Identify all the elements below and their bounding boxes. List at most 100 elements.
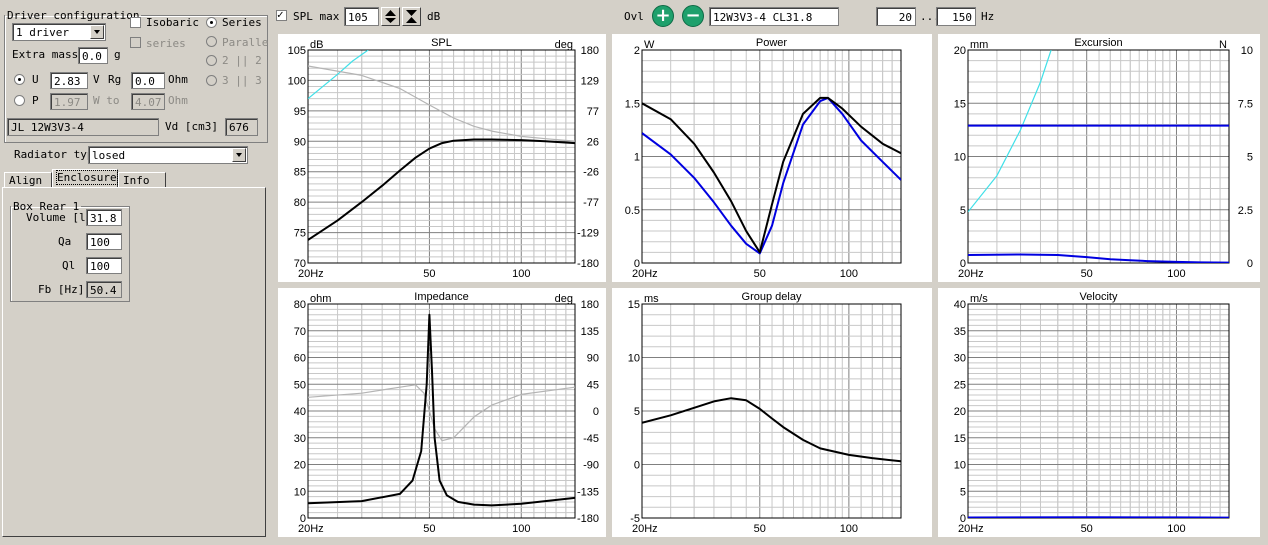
- spl-unit-left: dB: [310, 39, 323, 51]
- extra-mass-unit: g: [114, 48, 121, 61]
- spl-y2tick: 77: [587, 106, 599, 118]
- spl-series-1: [308, 50, 369, 100]
- tab-enclosure-label: Enclosure: [56, 170, 118, 185]
- impedance-chart: Impedance ohm deg 80 70 60 50 40 30 20 10 0 180 135 90…: [278, 288, 606, 537]
- ql-input[interactable]: 100: [86, 257, 122, 274]
- chevron-down-icon[interactable]: [232, 148, 246, 162]
- plot-frame: [307, 49, 576, 264]
- group_delay-ytick: 10: [628, 353, 640, 365]
- spl-ytick: 90: [294, 136, 306, 148]
- parallel-radio-label: Paralle: [222, 36, 269, 49]
- spl-y2tick: 26: [587, 136, 599, 148]
- spl-chart: SPL dB deg 105 100 95 90 85 80 75 70 180 129 77 26 -26 -…: [278, 34, 606, 282]
- driver-count-select[interactable]: 1 driver: [12, 23, 106, 41]
- power-unit-left: W: [644, 39, 655, 51]
- velocity-xtick: 50: [1081, 523, 1093, 535]
- voltage-radio[interactable]: [14, 74, 25, 85]
- up-down-arrow-icon: [385, 10, 396, 23]
- impedance-title: Impedance: [414, 291, 468, 303]
- group_delay-series-0: [642, 397, 901, 463]
- volume-input[interactable]: 31.8: [86, 209, 122, 226]
- plot-frame: [967, 49, 1230, 264]
- excursion-y2tick: 0: [1247, 258, 1253, 270]
- config-2-2-radio[interactable]: [206, 55, 217, 66]
- box-rear-group: Box Rear 1: [10, 200, 130, 302]
- rg-input[interactable]: 0.0: [131, 72, 165, 89]
- driver-config-legend: Driver configuration: [7, 9, 140, 22]
- db-unit-label: dB: [427, 10, 441, 23]
- voltage-input[interactable]: 2.83: [50, 72, 88, 89]
- left-panel: Driver configuration 1 driver Isobaric S…: [0, 0, 268, 540]
- tab-align-label: Align: [9, 174, 43, 187]
- freq-to-input[interactable]: 150: [936, 7, 976, 26]
- excursion-series-2: [968, 253, 1229, 263]
- impedance-y2tick: 90: [587, 353, 599, 365]
- extra-mass-input[interactable]: 0.0: [78, 47, 108, 64]
- tab-align[interactable]: Align: [4, 172, 52, 188]
- remove-overlay-button[interactable]: −: [682, 5, 704, 27]
- tab-enclosure[interactable]: Enclosure: [52, 169, 118, 188]
- spl-max-spinner[interactable]: [381, 7, 400, 26]
- ovl-label: Ovl: [624, 10, 644, 23]
- spl-max-checkbox[interactable]: [276, 8, 287, 21]
- spl-y2tick: 129: [581, 75, 599, 87]
- fb-label: Fb [Hz]: [38, 283, 85, 296]
- spl-ytick: 75: [294, 228, 306, 240]
- freq-from-input[interactable]: 20: [876, 7, 916, 26]
- power-radio[interactable]: [14, 95, 25, 106]
- power-ohm-input[interactable]: 4.07: [131, 93, 165, 110]
- config-3-3-radio[interactable]: [206, 75, 217, 86]
- excursion-y2tick: 7.5: [1238, 98, 1253, 110]
- series-checkbox[interactable]: [130, 37, 141, 48]
- spl-ytick: 70: [294, 258, 306, 270]
- impedance-y2tick: 135: [581, 326, 599, 338]
- voltage-label: U: [32, 73, 39, 86]
- group_delay-ytick: 5: [634, 406, 640, 418]
- impedance-ytick: 60: [294, 353, 306, 365]
- excursion-unit-left: mm: [970, 39, 988, 51]
- excursion-y2tick: 2.5: [1238, 205, 1253, 217]
- impedance-ytick: 30: [294, 433, 306, 445]
- add-overlay-button[interactable]: +: [652, 5, 674, 27]
- radiator-type-value: losed: [92, 149, 126, 162]
- spl-max-reset-button[interactable]: [402, 7, 421, 26]
- impedance-y2tick: 0: [593, 406, 599, 418]
- power-label: P: [32, 94, 39, 107]
- parallel-radio[interactable]: [206, 36, 217, 47]
- hz-unit-label: Hz: [981, 10, 995, 23]
- group_delay-xtick: 20Hz: [632, 523, 658, 535]
- isobaric-checkbox[interactable]: [130, 17, 141, 28]
- qa-input[interactable]: 100: [86, 233, 122, 250]
- group_delay-unit-left: ms: [644, 293, 659, 305]
- spl-max-label: SPL max: [293, 10, 340, 23]
- impedance-y2tick: 45: [587, 379, 599, 391]
- spl-ytick: 100: [288, 75, 306, 87]
- driver-count-value: 1 driver: [16, 26, 69, 39]
- isobaric-label: Isobaric: [146, 16, 199, 29]
- design-name-input[interactable]: 12W3V3-4 CL31.8: [709, 7, 839, 26]
- power-ytick: 0.5: [625, 205, 640, 217]
- power-xtick: 100: [840, 268, 858, 280]
- plot-frame: [641, 49, 902, 264]
- grid: [967, 303, 1230, 519]
- radiator-type-select[interactable]: losed: [88, 146, 248, 164]
- power-ytick: 0: [634, 258, 640, 270]
- spl-series-2: [308, 65, 575, 142]
- power-input[interactable]: 1.97: [50, 93, 88, 110]
- excursion-ytick: 0: [960, 258, 966, 270]
- spl-max-input[interactable]: 105: [344, 7, 379, 26]
- group_delay-xtick: 50: [754, 523, 766, 535]
- velocity-xtick: 20Hz: [958, 523, 984, 535]
- chevron-down-icon[interactable]: [90, 25, 104, 39]
- impedance-ytick: 10: [294, 486, 306, 498]
- tab-info[interactable]: Info: [118, 172, 166, 188]
- velocity-ytick: 0: [960, 513, 966, 525]
- group_delay-xtick: 100: [840, 523, 858, 535]
- power-chart: Power W 2 1.5 1 0.5 0 20Hz 50 100: [612, 34, 932, 282]
- group_delay-ytick: 15: [628, 299, 640, 311]
- series-radio[interactable]: [206, 17, 217, 28]
